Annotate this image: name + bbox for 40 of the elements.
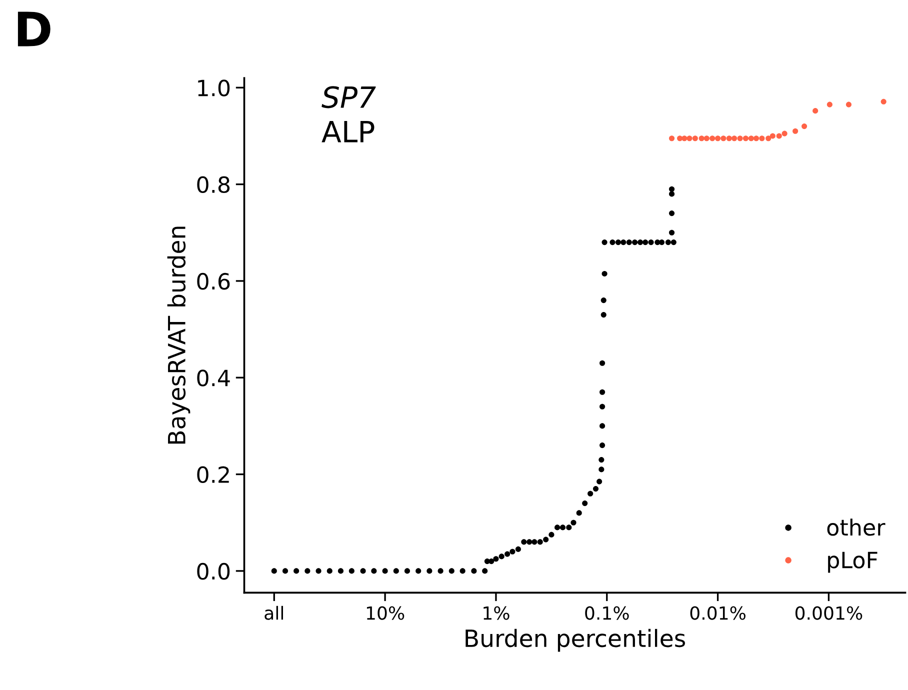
point [737,136,743,142]
point [698,136,704,142]
point [742,136,748,142]
x-tick-label: 10% [366,606,404,620]
x-tick-label: 0.001% [795,606,862,620]
x-tick-label: all [264,606,283,620]
point [759,136,765,142]
point [682,136,688,142]
point [668,136,675,142]
x-tick-label: 0.1% [585,606,629,620]
y-tick-label: 0.6 [197,272,230,290]
x-tick-label: 1% [484,606,510,620]
point [726,136,732,142]
point [748,136,754,142]
point [720,136,726,142]
point [753,136,760,142]
point [782,130,788,136]
point [770,133,776,139]
y-tick-label: 1.0 [198,80,230,96]
text: D [18,12,50,46]
point [776,133,782,139]
y-axis-title: BayesRVAT burden [167,226,190,444]
y-tick-label: 0.2 [197,466,229,484]
y-tick-label: 0.4 [197,370,230,386]
legend-label: other [827,518,886,536]
legend-label: pLoF [828,552,878,573]
y-tick-label: 0.8 [197,176,230,194]
point [692,136,698,142]
point [732,136,738,142]
point [704,136,710,142]
point [766,136,772,142]
point [715,136,721,142]
x-axis-title: Burden percentiles [466,628,686,652]
x-tick-label: 0.01% [690,606,746,620]
annotation: ALP [322,120,374,142]
annotation: SP7 [322,86,376,108]
y-tick-label: 0.0 [197,562,230,580]
point [686,136,692,142]
point [677,136,683,142]
point [710,136,716,142]
